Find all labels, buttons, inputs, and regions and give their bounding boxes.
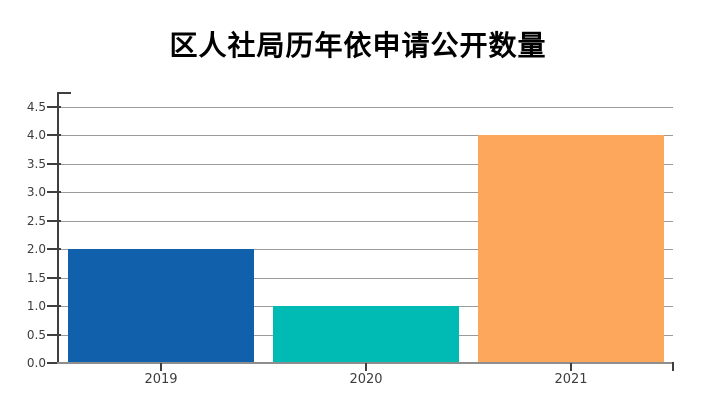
y-tick-label-0.5: 0.5	[26, 328, 46, 342]
y-tick-2.0	[47, 248, 61, 250]
gridline-4.0	[59, 135, 673, 136]
y-tick-3.5	[47, 163, 61, 165]
gridline-3.5	[59, 164, 673, 165]
y-tick-label-4.5: 4.5	[26, 100, 46, 114]
gridline-4.5	[59, 107, 673, 108]
y-tick-4.0	[47, 134, 61, 136]
y-tick-label-2.5: 2.5	[26, 214, 46, 228]
y-tick-0.0	[47, 362, 61, 364]
y-tick-label-4.0: 4.0	[26, 128, 46, 142]
y-axis-line	[57, 92, 59, 364]
y-tick-1.0	[47, 305, 61, 307]
x-tick-2019	[160, 363, 162, 371]
y-tick-label-3.0: 3.0	[26, 185, 46, 199]
x-tick-label-2019: 2019	[144, 372, 178, 387]
y-tick-2.5	[47, 220, 61, 222]
y-tick-4.5	[47, 106, 61, 108]
gridline-1.5	[59, 278, 673, 279]
chart-title: 区人社局历年依申请公开数量	[169, 29, 547, 62]
x-tick-label-2020: 2020	[349, 372, 383, 387]
bar-2019	[68, 249, 254, 363]
y-tick-label-0.0: 0.0	[26, 356, 46, 370]
y-tick-label-3.5: 3.5	[26, 157, 46, 171]
x-tick-2020	[365, 363, 367, 371]
y-axis-end-cap	[57, 92, 71, 94]
y-tick-label-1.5: 1.5	[26, 271, 46, 285]
gridline-2.5	[59, 221, 673, 222]
x-axis-end-tick	[672, 362, 674, 371]
x-tick-2021	[570, 363, 572, 371]
bar-2020	[273, 306, 459, 363]
y-tick-0.5	[47, 334, 61, 336]
y-tick-label-1.0: 1.0	[26, 299, 46, 313]
y-tick-3.0	[47, 191, 61, 193]
gridline-2.0	[59, 249, 673, 250]
bar-2021	[478, 135, 664, 363]
y-tick-label-2.0: 2.0	[26, 242, 46, 256]
y-tick-1.5	[47, 277, 61, 279]
x-tick-label-2021: 2021	[554, 372, 588, 387]
gridline-3.0	[59, 192, 673, 193]
